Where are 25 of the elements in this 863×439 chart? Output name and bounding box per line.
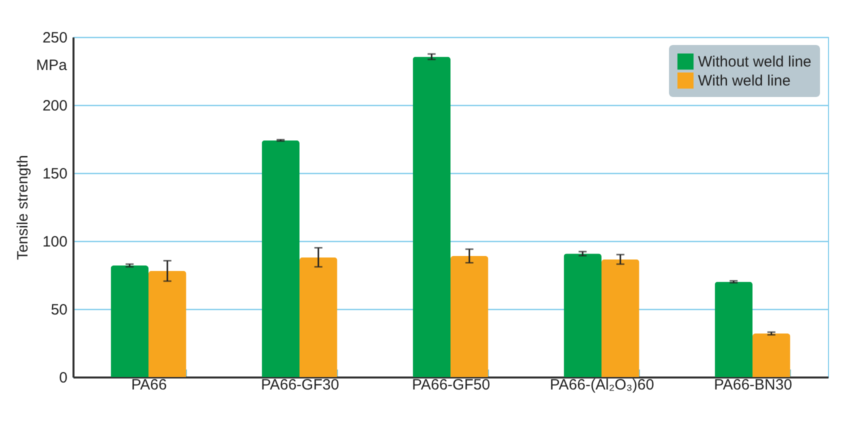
bar bbox=[602, 259, 640, 377]
y-tick-label: 200 bbox=[42, 98, 68, 114]
y-tick-label: 150 bbox=[42, 166, 68, 182]
bar bbox=[412, 56, 450, 377]
bar bbox=[564, 254, 602, 377]
bar bbox=[300, 257, 338, 377]
legend-label: Without weld line bbox=[698, 54, 812, 70]
bar bbox=[148, 270, 186, 377]
text: MPa bbox=[36, 57, 68, 74]
legend-label: With weld line bbox=[698, 72, 791, 90]
bar bbox=[714, 282, 752, 377]
y-tick-label: 50 bbox=[50, 302, 68, 318]
x-tick-label: PA66-BN30 bbox=[714, 376, 792, 394]
bar bbox=[752, 333, 790, 377]
bar bbox=[262, 140, 300, 377]
y-tick-label: 250 bbox=[42, 30, 68, 46]
bar bbox=[110, 265, 148, 377]
x-tick-label: PA66-(Al₂O₃)60 bbox=[550, 376, 654, 394]
x-tick-label: PA66-GF30 bbox=[260, 376, 340, 394]
y-axis-title: Tensile strength bbox=[14, 154, 32, 260]
x-tick-label: PA66-GF50 bbox=[412, 376, 490, 394]
x-tick-label: PA66 bbox=[131, 376, 167, 394]
y-tick-label: 100 bbox=[42, 234, 68, 250]
bar bbox=[450, 256, 488, 377]
y-tick-label: 0 bbox=[59, 370, 68, 386]
